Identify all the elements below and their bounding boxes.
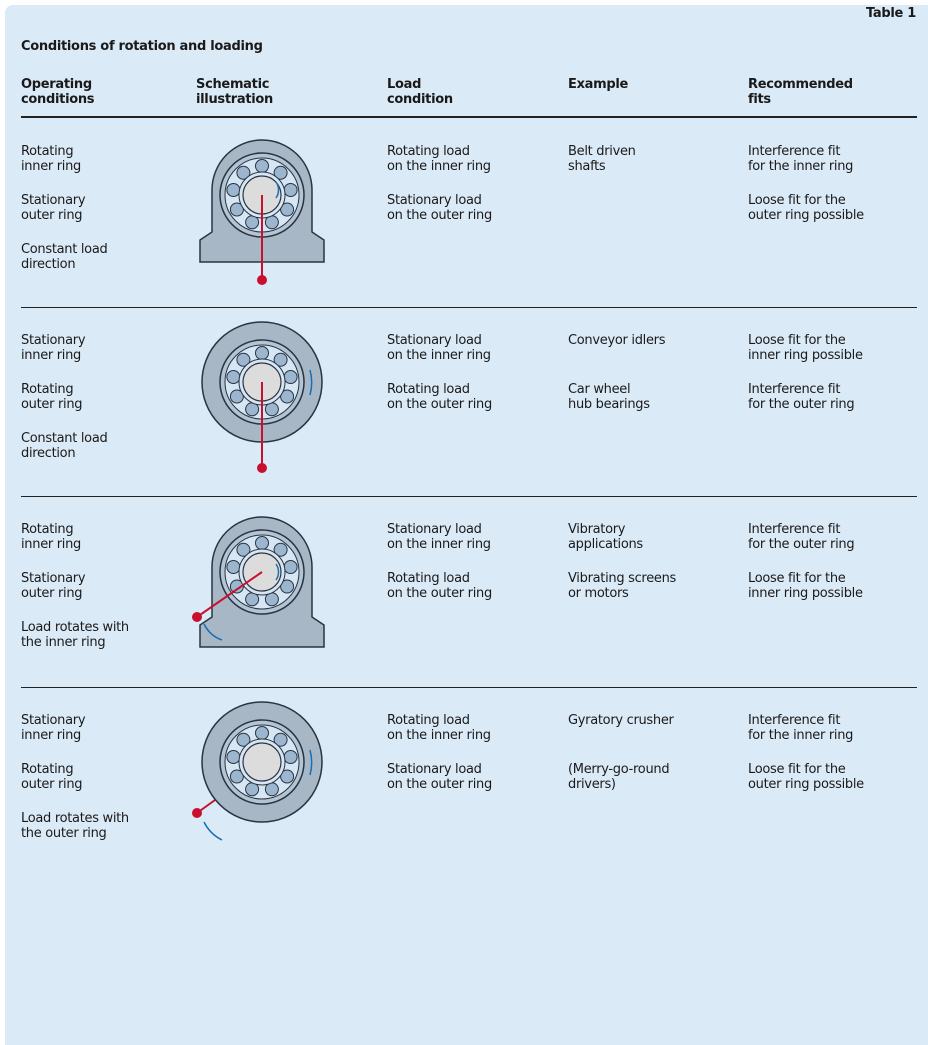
cell-text: Constant load [21, 431, 108, 446]
cell-text: on the outer ring [387, 208, 492, 223]
row-separator [21, 687, 917, 688]
cell-text: Rotating [21, 382, 74, 397]
cell-text: Stationary [21, 193, 86, 208]
cell-text: Vibrating screens [568, 571, 677, 586]
column-header: Recommended [748, 77, 853, 92]
cell-text: outer ring [21, 777, 83, 792]
cell-text: on the inner ring [387, 159, 491, 174]
cell-text: (Merry-go-round [568, 762, 670, 777]
cell-text: Rotating [21, 144, 74, 159]
cell-text: applications [568, 537, 643, 552]
cell-text: Rotating load [387, 382, 470, 397]
cell-text: drivers) [568, 777, 616, 792]
cell-text: inner ring possible [748, 586, 863, 601]
cell-text: on the inner ring [387, 728, 491, 743]
cell-text: inner ring possible [748, 348, 863, 363]
row-separator [21, 307, 917, 308]
row-separator [21, 496, 917, 497]
cell-text: for the outer ring [748, 537, 855, 552]
cell-text: Stationary load [387, 762, 482, 777]
cell-text: Constant load [21, 242, 108, 257]
column-header: Schematic [196, 77, 270, 92]
column-header: fits [748, 92, 771, 107]
cell-text: for the inner ring [748, 159, 854, 174]
cell-text: for the outer ring [748, 397, 855, 412]
cell-text: Interference fit [748, 713, 841, 728]
cell-text: inner ring [21, 537, 82, 552]
cell-text: direction [21, 257, 76, 272]
cell-text: Load rotates with [21, 620, 129, 635]
cell-text: on the inner ring [387, 537, 491, 552]
cell-text: outer ring possible [748, 777, 864, 792]
cell-text: Loose fit for the [748, 333, 846, 348]
header-rule [21, 116, 917, 118]
cell-text: Car wheel [568, 382, 631, 397]
cell-text: shafts [568, 159, 606, 174]
cell-text: on the outer ring [387, 397, 492, 412]
cell-text: outer ring [21, 586, 83, 601]
cell-text: Belt driven [568, 144, 636, 159]
cell-text: outer ring [21, 397, 83, 412]
cell-text: Stationary load [387, 333, 482, 348]
cell-text: Load rotates with [21, 811, 129, 826]
cell-text: hub bearings [568, 397, 650, 412]
column-header: Example [568, 77, 629, 92]
cell-text: Interference fit [748, 144, 841, 159]
column-header: Operating [21, 77, 92, 92]
cell-text: direction [21, 446, 76, 461]
cell-text: Interference fit [748, 522, 841, 537]
cell-text: Stationary load [387, 193, 482, 208]
cell-text: for the inner ring [748, 728, 854, 743]
cell-text: on the inner ring [387, 348, 491, 363]
cell-text: on the outer ring [387, 777, 492, 792]
cell-text: Rotating load [387, 713, 470, 728]
cell-text: Stationary load [387, 522, 482, 537]
cell-text: Loose fit for the [748, 762, 846, 777]
cell-text: or motors [568, 586, 629, 601]
table-title: Conditions of rotation and loading [21, 39, 263, 54]
cell-text: Vibratory [568, 522, 626, 537]
cell-text: the outer ring [21, 826, 107, 841]
cell-text: Rotating [21, 762, 74, 777]
cell-text: Rotating load [387, 144, 470, 159]
cell-text: inner ring [21, 348, 82, 363]
cell-text: Loose fit for the [748, 571, 846, 586]
cell-text: Conveyor idlers [568, 333, 666, 348]
column-header: Load [387, 77, 422, 92]
cell-text: Interference fit [748, 382, 841, 397]
cell-text: outer ring possible [748, 208, 864, 223]
cell-text: Rotating [21, 522, 74, 537]
cell-text: Stationary [21, 333, 86, 348]
cell-text: Stationary [21, 571, 86, 586]
cell-text: Loose fit for the [748, 193, 846, 208]
cell-text: Rotating load [387, 571, 470, 586]
table-panel [5, 5, 928, 1045]
cell-text: on the outer ring [387, 586, 492, 601]
cell-text: Gyratory crusher [568, 713, 674, 728]
cell-text: the inner ring [21, 635, 106, 650]
cell-text: inner ring [21, 159, 82, 174]
cell-text: outer ring [21, 208, 83, 223]
cell-text: inner ring [21, 728, 82, 743]
table-label: Table 1 [865, 6, 916, 21]
column-header: conditions [21, 92, 95, 107]
cell-text: Stationary [21, 713, 86, 728]
column-header: illustration [196, 92, 274, 107]
column-header: condition [387, 92, 453, 107]
